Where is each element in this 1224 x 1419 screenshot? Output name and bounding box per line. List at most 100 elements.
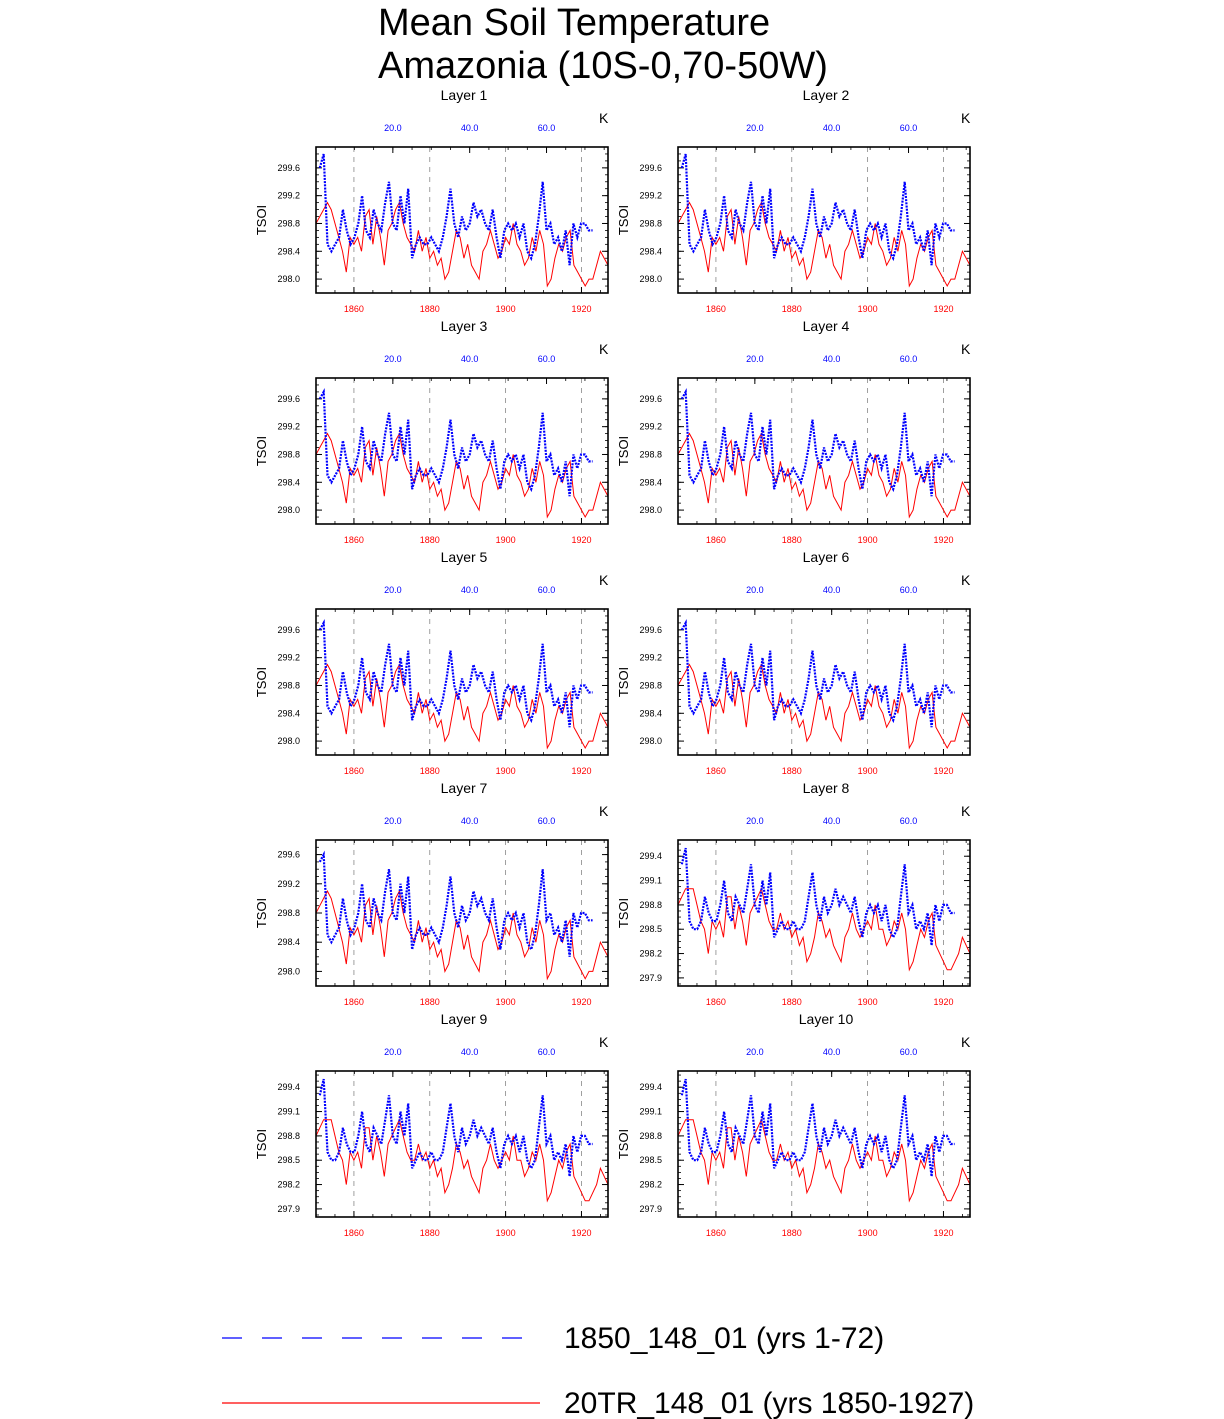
panel-layer-4: Layer 4 K TSOI 298.0 298.4 298.8 299.2 299.6 186… xyxy=(616,318,971,545)
x-top-tick-label: 20.0 xyxy=(746,1047,764,1057)
legend: 1850_148_01 (yrs 1-72) 20TR_148_01 (yrs … xyxy=(222,1322,974,1419)
y-axis-label: TSOI xyxy=(616,667,631,697)
y-tick-label: 298.4 xyxy=(639,477,662,487)
x-top-tick-label: 20.0 xyxy=(746,816,764,826)
x-top-tick-label: 60.0 xyxy=(538,354,556,364)
x-tick-label: 1900 xyxy=(496,1228,516,1238)
x-tick-label: 1900 xyxy=(858,997,878,1007)
panel-layer-5: Layer 5 K TSOI 298.0 298.4 298.8 299.2 299.6 186… xyxy=(254,549,609,776)
panel-title: Layer 9 xyxy=(441,1011,488,1027)
series-line-transient xyxy=(678,1118,970,1203)
x-tick-label: 1900 xyxy=(496,304,516,314)
figure-title-line-2: Amazonia (10S-0,70-50W) xyxy=(378,45,828,87)
y-tick-label: 299.6 xyxy=(277,850,300,860)
unit-label: K xyxy=(961,1034,971,1050)
unit-label: K xyxy=(961,572,971,588)
panel-layer-8: Layer 8 K TSOI 297.9 298.2 298.5 298.8 299.1 299… xyxy=(616,780,971,1007)
y-tick-label: 298.4 xyxy=(277,937,300,947)
series-line-control xyxy=(318,618,593,728)
x-top-tick-label: 60.0 xyxy=(900,123,918,133)
x-top-tick-label: 40.0 xyxy=(461,1047,479,1057)
plot-frame xyxy=(315,839,609,987)
panels: Layer 1 K TSOI 298.0 298.4 298.8 299.2 299.6 186… xyxy=(254,87,971,1238)
y-tick-label: 298.4 xyxy=(277,708,300,718)
panel-layer-7: Layer 7 K TSOI 298.0 298.4 298.8 299.2 299.6 186… xyxy=(254,780,609,1007)
x-tick-label: 1900 xyxy=(858,766,878,776)
x-top-tick-label: 60.0 xyxy=(538,816,556,826)
y-tick-label: 298.8 xyxy=(639,680,662,690)
x-top-tick-label: 40.0 xyxy=(823,1047,841,1057)
x-tick-label: 1880 xyxy=(420,1228,440,1238)
x-tick-label: 1880 xyxy=(420,304,440,314)
x-top-tick-label: 40.0 xyxy=(461,585,479,595)
x-tick-label: 1920 xyxy=(571,535,591,545)
unit-label: K xyxy=(599,110,609,126)
y-tick-label: 298.8 xyxy=(639,1131,662,1141)
series-line-control xyxy=(680,618,955,728)
y-tick-label: 298.2 xyxy=(639,1180,662,1190)
y-tick-label: 299.4 xyxy=(277,1082,300,1092)
y-tick-label: 298.8 xyxy=(277,680,300,690)
panel-layer-9: Layer 9 K TSOI 297.9 298.2 298.5 298.8 299.1 299… xyxy=(254,1011,609,1238)
x-tick-label: 1900 xyxy=(858,304,878,314)
x-top-tick-label: 20.0 xyxy=(384,1047,402,1057)
unit-label: K xyxy=(599,341,609,357)
y-tick-label: 298.8 xyxy=(277,449,300,459)
x-tick-label: 1860 xyxy=(706,304,726,314)
x-top-tick-label: 20.0 xyxy=(384,123,402,133)
y-tick-label: 298.8 xyxy=(277,1131,300,1141)
y-tick-label: 299.2 xyxy=(277,653,300,663)
panel-title: Layer 6 xyxy=(803,549,850,565)
y-tick-label: 299.2 xyxy=(277,879,300,889)
y-tick-label: 298.0 xyxy=(277,966,300,976)
y-tick-label: 299.1 xyxy=(639,1107,662,1117)
y-tick-label: 298.0 xyxy=(639,274,662,284)
plot-frame xyxy=(315,146,609,294)
y-tick-label: 298.8 xyxy=(277,908,300,918)
y-tick-label: 298.8 xyxy=(639,449,662,459)
y-axis-label: TSOI xyxy=(254,898,269,928)
x-top-tick-label: 20.0 xyxy=(384,816,402,826)
y-tick-label: 298.2 xyxy=(277,1180,300,1190)
y-tick-label: 299.6 xyxy=(277,163,300,173)
panel-title: Layer 7 xyxy=(441,780,488,796)
y-tick-label: 299.2 xyxy=(277,191,300,201)
series-line-control xyxy=(680,847,955,946)
y-tick-label: 299.6 xyxy=(639,163,662,173)
x-tick-label: 1880 xyxy=(420,535,440,545)
panel-title: Layer 4 xyxy=(803,318,850,334)
panel-layer-2: Layer 2 K TSOI 298.0 298.4 298.8 299.2 299.6 186… xyxy=(616,87,971,314)
x-top-tick-label: 60.0 xyxy=(538,1047,556,1057)
y-tick-label: 298.0 xyxy=(277,274,300,284)
x-top-tick-label: 20.0 xyxy=(746,123,764,133)
x-tick-label: 1880 xyxy=(420,766,440,776)
unit-label: K xyxy=(961,341,971,357)
y-tick-label: 298.0 xyxy=(639,736,662,746)
x-top-tick-label: 20.0 xyxy=(746,585,764,595)
series-line-control xyxy=(318,153,593,266)
series-line-control xyxy=(318,1078,593,1177)
x-tick-label: 1920 xyxy=(933,766,953,776)
x-top-tick-label: 40.0 xyxy=(823,354,841,364)
x-tick-label: 1900 xyxy=(858,1228,878,1238)
x-tick-label: 1880 xyxy=(420,997,440,1007)
y-tick-label: 299.2 xyxy=(639,191,662,201)
plot-frame xyxy=(677,377,971,525)
y-tick-label: 299.1 xyxy=(639,876,662,886)
y-tick-label: 298.5 xyxy=(639,1155,662,1165)
panel-title: Layer 8 xyxy=(803,780,850,796)
y-tick-label: 299.6 xyxy=(277,625,300,635)
series-line-control xyxy=(680,153,955,266)
plot-frame xyxy=(315,1070,609,1218)
x-tick-label: 1860 xyxy=(706,997,726,1007)
unit-label: K xyxy=(599,572,609,588)
panel-title: Layer 10 xyxy=(799,1011,854,1027)
panel-title: Layer 2 xyxy=(803,87,850,103)
y-tick-label: 299.4 xyxy=(639,851,662,861)
x-tick-label: 1920 xyxy=(933,1228,953,1238)
unit-label: K xyxy=(961,803,971,819)
unit-label: K xyxy=(599,803,609,819)
legend-label-control: 1850_148_01 (yrs 1-72) xyxy=(564,1322,884,1355)
x-tick-label: 1920 xyxy=(571,304,591,314)
